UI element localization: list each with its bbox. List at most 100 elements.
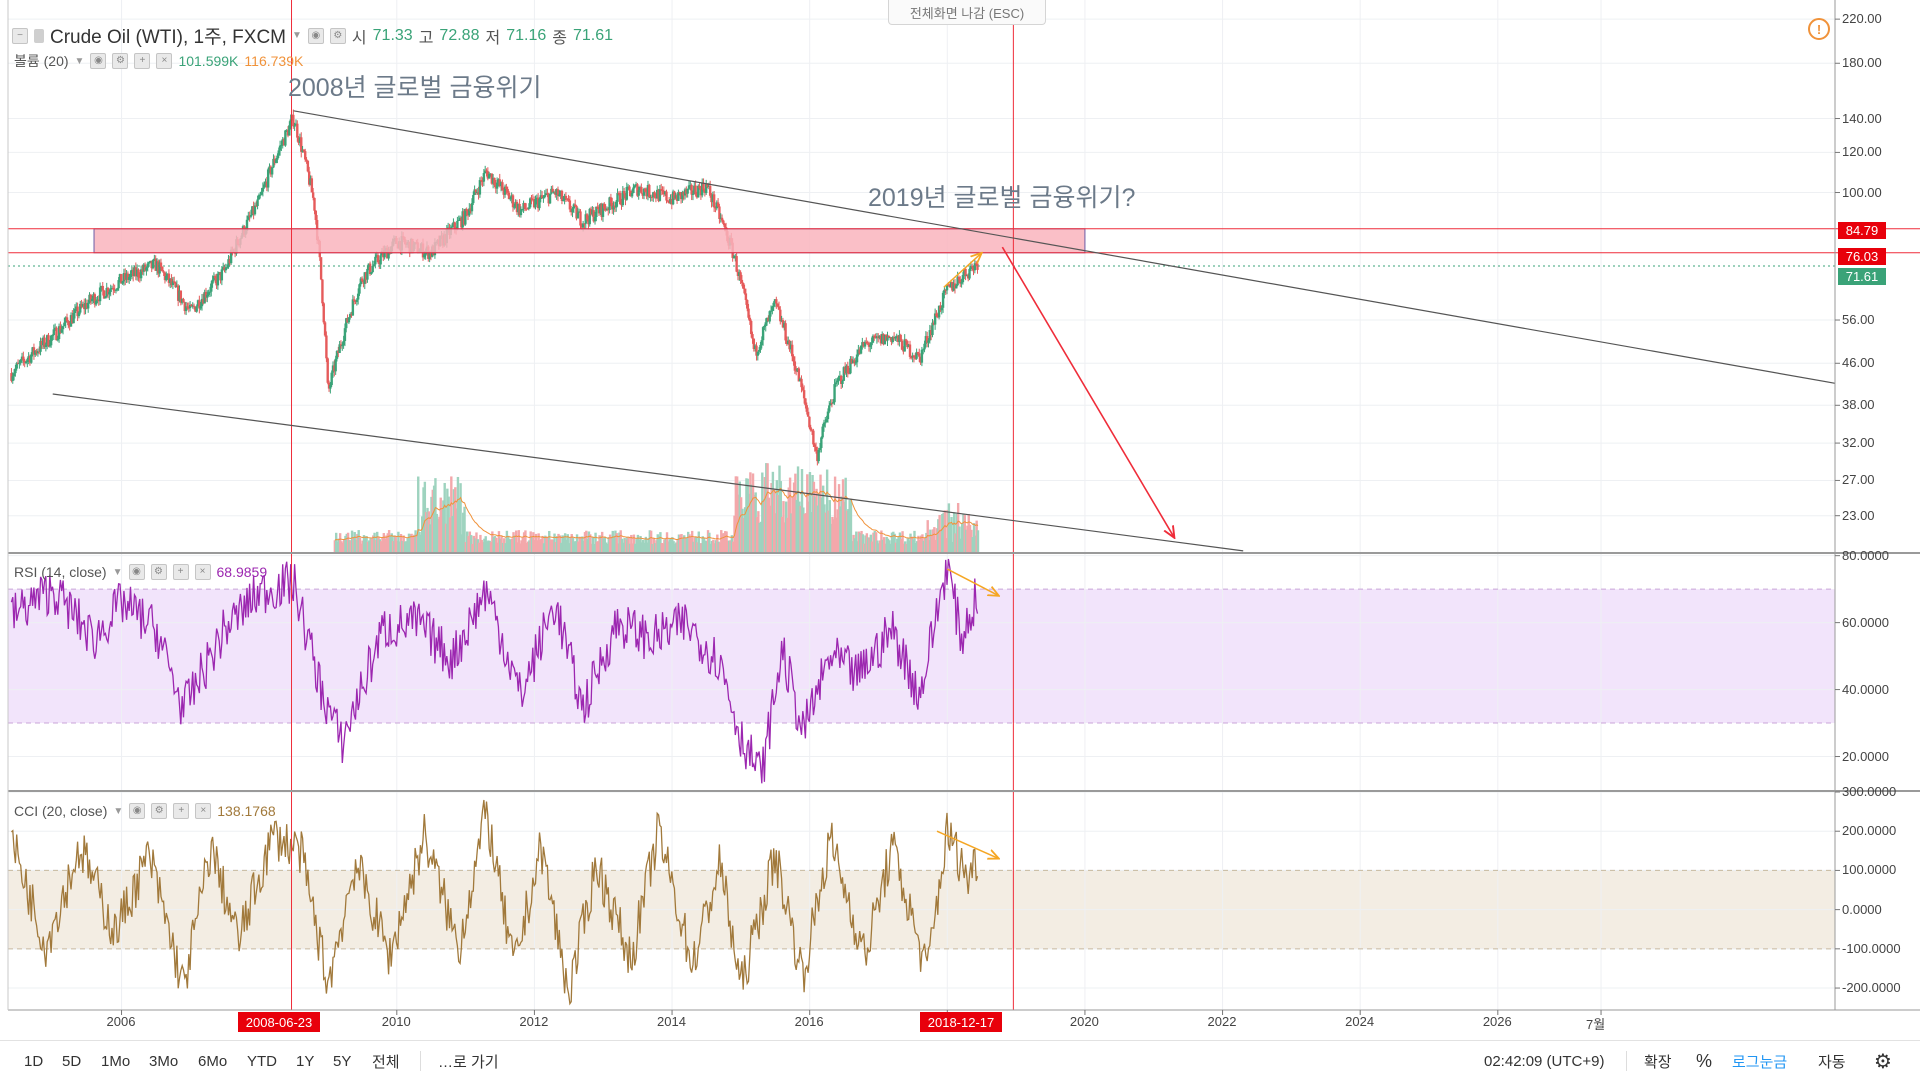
- range-5y-button[interactable]: 5Y: [333, 1052, 352, 1070]
- rsi-settings-icon[interactable]: ⚙: [150, 564, 167, 580]
- symbol-caret-icon[interactable]: ▼: [292, 30, 302, 41]
- volume-bar: [868, 537, 871, 552]
- volume-close-icon[interactable]: ×: [156, 53, 173, 69]
- volume-caret-icon[interactable]: ▼: [74, 55, 85, 67]
- price-candle: [918, 353, 921, 357]
- cci-eye-icon[interactable]: ◉: [129, 803, 146, 819]
- volume-bar: [569, 537, 572, 552]
- volume-bar: [798, 501, 801, 552]
- volume-add-icon[interactable]: +: [134, 53, 151, 69]
- price-candle: [670, 198, 673, 205]
- volume-bar: [509, 539, 513, 552]
- price-candle: [871, 335, 875, 343]
- main-price-pane[interactable]: [8, 0, 1835, 552]
- volume-bar: [860, 530, 863, 552]
- range-5d-button[interactable]: 5D: [62, 1052, 82, 1070]
- gear-icon[interactable]: ⚙: [1874, 1050, 1892, 1073]
- price-candle: [337, 351, 340, 353]
- auto-scale-toggle[interactable]: 자동: [1818, 1053, 1846, 1071]
- rsi-eye-icon[interactable]: ◉: [128, 564, 145, 580]
- price-candle: [877, 336, 880, 339]
- price-candle: [175, 285, 179, 288]
- price-candle: [145, 267, 148, 271]
- price-candle: [873, 335, 876, 337]
- range-1mo-button[interactable]: 1Mo: [101, 1052, 131, 1070]
- rsi-close-icon[interactable]: ×: [194, 564, 211, 580]
- volume-bar: [782, 501, 785, 552]
- goto-date-button[interactable]: …로 가기: [438, 1053, 499, 1071]
- cci-settings-icon[interactable]: ⚙: [151, 803, 168, 819]
- rsi-add-icon[interactable]: +: [172, 564, 189, 580]
- price-candle: [615, 201, 618, 208]
- range-3mo-button[interactable]: 3Mo: [149, 1052, 179, 1070]
- volume-bar: [918, 539, 921, 552]
- price-candle: [861, 342, 864, 346]
- exit-fullscreen-button[interactable]: 전체화면 나감 (ESC): [888, 0, 1046, 25]
- rsi-label[interactable]: RSI (14, close): [14, 564, 107, 580]
- volume-bar: [604, 542, 608, 552]
- price-candle: [825, 419, 828, 423]
- time-axis-label: 2006: [106, 1014, 136, 1029]
- range-ytd-button[interactable]: YTD: [247, 1052, 277, 1070]
- volume-bar: [942, 512, 945, 552]
- annotation-2019-crisis[interactable]: 2019년 글로벌 금융위기?: [868, 184, 1136, 212]
- volume-bar: [514, 530, 518, 552]
- drawing-layer[interactable]: [8, 0, 1920, 1010]
- price-candle: [814, 446, 818, 452]
- volume-settings-icon[interactable]: ⚙: [112, 53, 129, 69]
- price-tag-last: 71.61: [1838, 268, 1886, 285]
- price-candle: [358, 284, 361, 294]
- volume-bar: [344, 535, 347, 552]
- price-candle: [862, 342, 865, 347]
- volume-bar: [870, 541, 874, 552]
- volume-bar: [342, 539, 346, 552]
- volume-label[interactable]: 볼륨 (20): [14, 53, 69, 69]
- price-candle: [118, 274, 122, 281]
- clock-display[interactable]: 02:42:09 (UTC+9): [1484, 1052, 1605, 1070]
- volume-bar: [422, 487, 425, 552]
- annotation-2008-crisis[interactable]: 2008년 글로벌 금융위기: [288, 74, 542, 102]
- cci-add-icon[interactable]: +: [173, 803, 190, 819]
- volume-bar: [664, 538, 667, 552]
- range-1d-button[interactable]: 1D: [24, 1052, 44, 1070]
- price-candle: [485, 170, 488, 172]
- range-all-button[interactable]: 전체: [372, 1053, 400, 1071]
- price-candle: [23, 360, 26, 363]
- cci-label[interactable]: CCI (20, close): [14, 803, 108, 819]
- range-1y-button[interactable]: 1Y: [296, 1052, 315, 1070]
- cci-close-icon[interactable]: ×: [195, 803, 212, 819]
- price-candle: [690, 185, 693, 195]
- volume-eye-icon[interactable]: ◉: [90, 53, 107, 69]
- volume-bar: [690, 530, 694, 552]
- collapse-legend-icon[interactable]: −: [12, 27, 28, 44]
- chart-canvas[interactable]: [0, 0, 1920, 1040]
- price-candle: [878, 335, 881, 339]
- price-candle: [446, 227, 450, 229]
- volume-bar: [671, 537, 674, 552]
- range-6mo-button[interactable]: 6Mo: [198, 1052, 228, 1070]
- volume-bar: [656, 534, 659, 552]
- alert-icon[interactable]: !: [1808, 18, 1830, 40]
- volume-bar: [771, 471, 775, 552]
- percent-toggle[interactable]: %: [1696, 1050, 1713, 1071]
- volume-bar: [591, 537, 595, 552]
- price-candle: [648, 184, 651, 198]
- price-candle: [675, 195, 679, 201]
- settings-small-icon[interactable]: ⚙: [329, 27, 346, 44]
- volume-bar: [529, 531, 532, 552]
- expand-toggle[interactable]: 확장: [1644, 1053, 1672, 1071]
- volume-bar: [941, 513, 944, 552]
- symbol-title[interactable]: Crude Oil (WTI), 1주, FXCM: [50, 27, 286, 48]
- price-candle: [86, 302, 90, 309]
- price-candle: [38, 351, 41, 353]
- volume-bar: [593, 543, 596, 552]
- cci-caret-icon[interactable]: ▼: [113, 805, 124, 817]
- volume-bar: [905, 543, 908, 552]
- price-candle: [219, 272, 222, 281]
- log-scale-toggle[interactable]: 로그눈금: [1732, 1053, 1788, 1071]
- eye-icon[interactable]: ◉: [307, 27, 324, 44]
- price-candle: [483, 170, 487, 174]
- price-candle: [943, 289, 946, 293]
- rsi-caret-icon[interactable]: ▼: [112, 566, 123, 578]
- price-candle: [891, 337, 894, 342]
